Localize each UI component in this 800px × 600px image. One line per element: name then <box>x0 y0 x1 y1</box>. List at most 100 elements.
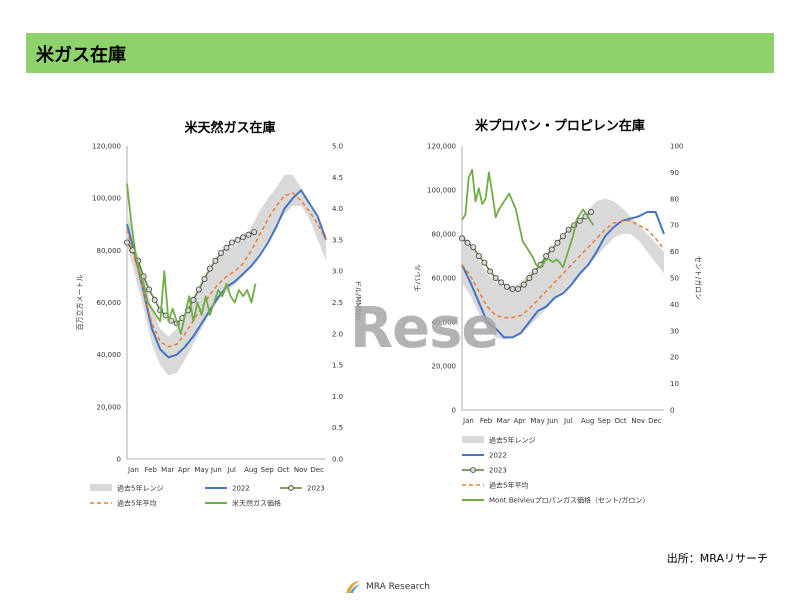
propane-legend-label: 過去5年レンジ <box>489 436 535 445</box>
propane-y2-tick-label: 70 <box>670 222 679 230</box>
natgas-series-point <box>251 229 258 236</box>
propane-x-tick-label: Dec <box>648 417 662 425</box>
propane-y2-tick-label: 80 <box>670 195 679 203</box>
propane-x-tick-label: Jun <box>546 417 558 425</box>
propane-series-point <box>458 235 465 242</box>
propane-y2-tick-label: 50 <box>670 275 679 283</box>
natgas-series-point <box>223 244 230 251</box>
natgas-y2-tick-label: 1.5 <box>332 362 343 370</box>
natgas-y2-tick-label: 3.0 <box>332 268 343 276</box>
propane-series-point <box>565 226 572 233</box>
propane-series-point <box>515 285 522 292</box>
propane-legend-swatch <box>462 436 484 443</box>
natgas-y-tick-label: 0 <box>117 456 121 464</box>
propane-x-tick-label: Jul <box>563 417 573 425</box>
propane-y2-tick-label: 60 <box>670 248 679 256</box>
source-note: 出所：MRAリサーチ <box>666 552 768 565</box>
natgas-series-point <box>201 276 208 283</box>
natgas-y2-tick-label: 2.0 <box>332 330 343 338</box>
propane-y2-tick-label: 100 <box>670 143 683 151</box>
natgas-y2-tick-label: 2.5 <box>332 299 343 307</box>
natgas-series-point <box>240 234 247 241</box>
natgas-x-tick-label: Dec <box>310 466 324 474</box>
header-banner: 米ガス在庫 <box>26 33 774 73</box>
propane-legend-label: 2023 <box>489 467 507 475</box>
natgas-x-tick-label: Aug <box>244 466 258 474</box>
natgas-series-line-0 <box>126 189 327 359</box>
propane-y-tick-label: 40,000 <box>432 319 457 327</box>
natgas-y2-tick-label: 4.5 <box>332 174 343 182</box>
propane-series-point <box>554 239 561 246</box>
propane-x-tick-label: Sep <box>598 417 612 425</box>
natgas-y-tick-label: 120,000 <box>92 143 121 151</box>
propane-series-point <box>470 244 477 251</box>
natgas-y-tick-label: 20,000 <box>97 403 122 411</box>
natgas-y-tick-label: 40,000 <box>97 351 122 359</box>
natgas-legend-label: 過去5年レンジ <box>117 484 163 493</box>
natgas-x-tick-label: Nov <box>294 466 308 474</box>
propane-x-tick-label: Apr <box>514 417 526 425</box>
propane-series-point <box>548 246 555 253</box>
natgas-series-point <box>195 286 202 293</box>
propane-series-point <box>576 217 583 224</box>
natgas-y2-tick-label: 5.0 <box>332 143 343 151</box>
natgas-series-point <box>212 257 219 264</box>
propane-y2-tick-label: 20 <box>670 354 679 362</box>
propane-series-point <box>543 252 550 259</box>
propane-series-point <box>464 239 471 246</box>
natgas-x-tick-label: Jan <box>127 466 139 474</box>
logo-icon <box>346 581 360 593</box>
propane-series-point <box>509 285 516 292</box>
propane-legend-marker <box>470 467 476 473</box>
natgas-series-point <box>234 236 241 243</box>
propane-series-point <box>503 283 510 290</box>
footer-logo: MRA Research <box>344 579 430 595</box>
chart-title-propane: 米プロパン・プロピレン在庫 <box>475 119 645 134</box>
natgas-series-point <box>245 231 252 238</box>
propane-y-tick-label: 80,000 <box>432 231 457 239</box>
natgas-series-point <box>206 265 213 272</box>
natgas-legend-swatch <box>90 484 112 491</box>
propane-legend-label: 2022 <box>489 452 507 460</box>
propane-y-tick-label: 0 <box>452 407 456 415</box>
logo-text: MRA Research <box>366 582 430 592</box>
natgas-series-point <box>228 239 235 246</box>
natgas-x-tick-label: Jul <box>227 466 237 474</box>
natgas-series-line-3 <box>126 183 257 335</box>
propane-y-tick-label: 120,000 <box>427 143 456 151</box>
propane-x-tick-label: Aug <box>581 417 595 425</box>
natgas-y2-tick-label: 0.0 <box>332 456 343 464</box>
propane-range-band <box>462 198 664 340</box>
propane-series-line-3 <box>461 168 595 269</box>
natgas-legend-label: 2023 <box>307 485 325 493</box>
propane-y2-tick-label: 90 <box>670 169 679 177</box>
propane-y-axis-title: 千バレル <box>413 264 422 292</box>
natgas-x-tick-label: Feb <box>145 466 158 474</box>
propane-x-tick-label: May <box>530 417 544 425</box>
natgas-series-point <box>218 249 225 256</box>
watermark-text: Rese <box>350 296 499 361</box>
propane-y-tick-label: 20,000 <box>432 363 457 371</box>
propane-y-tick-label: 60,000 <box>432 275 457 283</box>
propane-series-point <box>560 233 567 240</box>
propane-series-point <box>487 268 494 275</box>
propane-series-point <box>531 268 538 275</box>
natgas-y-tick-label: 80,000 <box>97 247 122 255</box>
natgas-y2-tick-label: 4.0 <box>332 205 343 213</box>
propane-series-point <box>498 279 505 286</box>
natgas-x-tick-label: May <box>194 466 208 474</box>
propane-x-tick-label: Jan <box>462 417 474 425</box>
natgas-series-point <box>151 296 158 303</box>
propane-series-point <box>520 281 527 288</box>
natgas-x-tick-label: Oct <box>277 466 289 474</box>
propane-series-point <box>475 252 482 259</box>
natgas-y2-tick-label: 1.0 <box>332 393 343 401</box>
propane-y2-tick-label: 40 <box>670 301 679 309</box>
propane-x-tick-label: Nov <box>631 417 645 425</box>
propane-series-point <box>492 274 499 281</box>
propane-y2-tick-label: 0 <box>670 407 674 415</box>
natgas-y-tick-label: 100,000 <box>92 195 121 203</box>
propane-legend-label: Mont Belvieuプロパンガス価格（セント/ガロン） <box>489 496 649 505</box>
natgas-x-tick-label: Apr <box>178 466 190 474</box>
